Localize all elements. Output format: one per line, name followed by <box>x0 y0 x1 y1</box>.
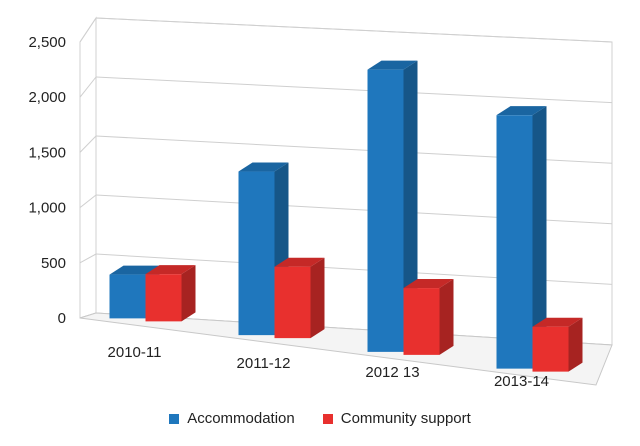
gridline <box>95 76 613 104</box>
bar <box>496 115 533 369</box>
bar-top <box>403 279 454 289</box>
x-tick-label: 2011-12 <box>237 355 291 372</box>
y-tick-label: 500 <box>41 255 66 272</box>
gridline-side <box>79 17 97 43</box>
bar-side <box>439 279 454 355</box>
y-tick-label: 0 <box>58 310 66 327</box>
bar <box>274 266 311 339</box>
bar <box>109 274 146 319</box>
bar-top <box>238 162 289 172</box>
bar-top <box>109 265 160 275</box>
bar <box>532 326 569 372</box>
bar-top <box>532 317 583 327</box>
legend-swatch <box>322 413 333 424</box>
legend: Accommodation Community support <box>0 410 640 427</box>
bar-side <box>568 317 583 372</box>
bar-side <box>181 265 196 322</box>
floor <box>79 312 613 386</box>
x-tick-label: 2010-11 <box>108 344 162 361</box>
bar <box>367 69 404 352</box>
bar-top <box>145 265 196 275</box>
bar-side <box>403 60 418 352</box>
bar <box>238 171 275 336</box>
gridline <box>95 17 613 43</box>
y-tick-label: 1,500 <box>28 144 66 161</box>
legend-label: Accommodation <box>187 410 295 427</box>
bar-top <box>367 60 418 70</box>
legend-label: Community support <box>340 410 471 427</box>
bar-top <box>496 106 547 116</box>
bar <box>403 288 440 355</box>
gridline-side <box>79 76 97 98</box>
gridline-side <box>79 194 97 208</box>
bar <box>145 274 182 322</box>
y-tick-label: 2,000 <box>28 89 66 106</box>
bar-top <box>274 257 325 267</box>
y-tick-label: 1,000 <box>28 200 66 217</box>
legend-item: Accommodation <box>169 410 295 427</box>
gridline-side <box>79 253 97 264</box>
bar-side <box>532 106 547 369</box>
bar-side <box>310 257 325 339</box>
side-wall <box>79 16 97 319</box>
x-tick-label: 2013-14 <box>494 373 549 390</box>
legend-item: Community support <box>322 410 471 427</box>
gridline-side <box>79 135 97 153</box>
x-tick-label: 2012 13 <box>365 364 419 381</box>
legend-swatch <box>169 413 180 424</box>
y-tick-label: 2,500 <box>28 34 66 51</box>
